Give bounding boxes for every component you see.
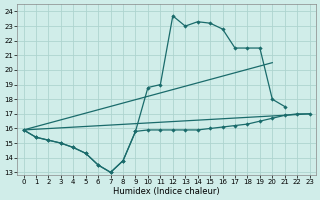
X-axis label: Humidex (Indice chaleur): Humidex (Indice chaleur) [113,187,220,196]
